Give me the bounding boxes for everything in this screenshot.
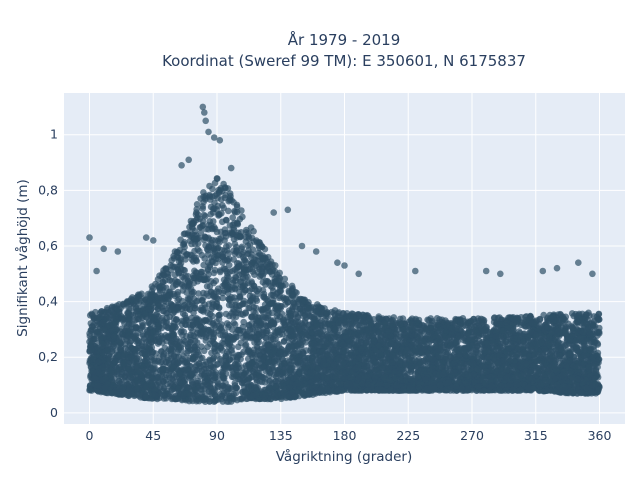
data-point: [225, 301, 233, 309]
data-point: [375, 313, 383, 320]
data-point: [160, 278, 167, 286]
data-point: [231, 360, 239, 368]
data-point: [231, 208, 239, 216]
data-point: [242, 309, 249, 316]
data-point: [221, 194, 229, 202]
data-point: [216, 211, 223, 218]
data-point: [169, 263, 176, 270]
data-point: [221, 383, 228, 391]
data-point: [162, 332, 169, 339]
data-point: [211, 266, 219, 274]
data-point: [208, 349, 215, 357]
data-point: [253, 297, 261, 305]
data-point: [238, 207, 245, 214]
data-point: [98, 340, 106, 347]
data-point: [119, 315, 126, 323]
data-point: [184, 295, 192, 302]
data-point: [276, 288, 284, 296]
data-point: [316, 328, 324, 336]
data-point: [193, 206, 200, 213]
data-point: [201, 234, 209, 241]
data-point: [223, 389, 230, 396]
data-point: [249, 265, 256, 273]
data-point: [274, 377, 282, 385]
data-point: [254, 269, 262, 276]
data-point: [211, 192, 219, 200]
data-point: [204, 267, 212, 274]
data-point: [179, 310, 187, 317]
data-point: [225, 323, 232, 331]
data-point: [568, 310, 576, 317]
data-point: [188, 288, 195, 295]
data-point: [222, 310, 230, 318]
data-point: [219, 259, 226, 266]
data-point: [233, 203, 241, 211]
data-point: [121, 374, 129, 381]
data-point: [194, 214, 201, 222]
data-points: [86, 103, 603, 406]
data-point: [239, 213, 246, 221]
data-point: [240, 318, 247, 326]
